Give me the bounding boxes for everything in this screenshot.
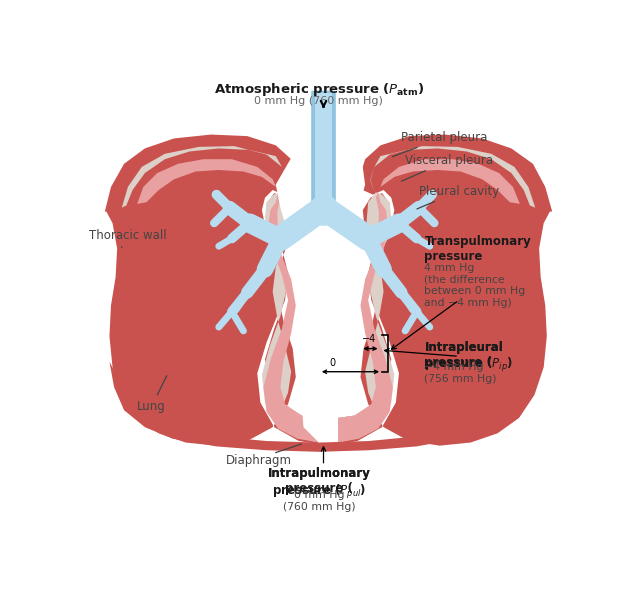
PathPatch shape [276,139,365,443]
Text: Intrapleural
pressure (: Intrapleural pressure ( [424,341,503,369]
Text: Visceral pleura: Visceral pleura [401,154,494,181]
Text: 0: 0 [329,358,336,368]
Text: Intrapulmonary
pressure (: Intrapulmonary pressure ( [267,467,370,495]
Text: Thoracic wall: Thoracic wall [90,229,167,247]
Text: $\bf{Atmospheric\ pressure\ (}$$\bf{\it{P}}$$\bf{_{atm}}\bf{)}$: $\bf{Atmospheric\ pressure\ (}$$\bf{\it{… [213,81,424,98]
FancyBboxPatch shape [311,91,336,209]
Text: Transpulmonary
pressure: Transpulmonary pressure [424,235,531,263]
Text: 0 mm Hg
(760 mm Hg): 0 mm Hg (760 mm Hg) [283,490,355,512]
PathPatch shape [137,159,319,443]
PathPatch shape [338,159,520,443]
PathPatch shape [338,134,552,446]
PathPatch shape [338,146,535,443]
PathPatch shape [105,134,319,446]
Text: 4 mm Hg
(the difference
between 0 mm Hg
and −4 mm Hg): 4 mm Hg (the difference between 0 mm Hg … [424,263,526,308]
Text: Lung: Lung [137,376,167,413]
Text: −4 mm Hg
(756 mm Hg): −4 mm Hg (756 mm Hg) [424,362,497,384]
Text: Intrapulmonary
pressure ($\it{P}_{pul}$): Intrapulmonary pressure ($\it{P}_{pul}$) [267,467,370,500]
Text: Parietal pleura: Parietal pleura [392,131,488,157]
PathPatch shape [122,146,319,443]
Text: Pleural cavity: Pleural cavity [417,185,499,209]
Text: Intrapleural
pressure ($\it{P}_{ip}$): Intrapleural pressure ($\it{P}_{ip}$) [424,341,513,375]
Text: 0 mm Hg (760 mm Hg): 0 mm Hg (760 mm Hg) [254,96,383,106]
Text: −4: −4 [362,334,376,344]
FancyBboxPatch shape [315,93,332,209]
Text: Diaphragm: Diaphragm [226,454,292,467]
PathPatch shape [110,362,524,452]
